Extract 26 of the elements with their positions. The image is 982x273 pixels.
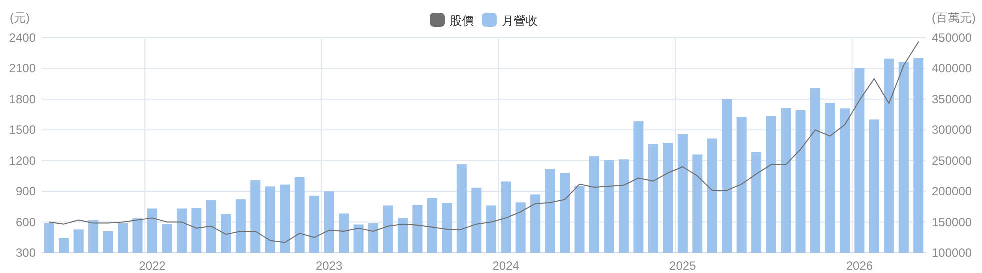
- y2-tick-label: 200000: [932, 184, 972, 199]
- y-tick-label: 600: [16, 215, 36, 230]
- x-tick-label: 2025: [670, 259, 697, 273]
- y2-tick-label: 400000: [932, 62, 972, 76]
- x-tick-label: 2024: [492, 259, 520, 273]
- y2-tick-label: 100000: [932, 246, 972, 260]
- x-tick-label: 2026: [846, 259, 874, 273]
- y-tick-label: 2100: [9, 62, 36, 76]
- legend-label: 月營收: [502, 14, 538, 28]
- y-tick-label: 1800: [9, 92, 36, 106]
- y2-tick-label: 300000: [932, 123, 972, 138]
- y2-tick-label: 250000: [932, 154, 972, 168]
- y-axis-title: (元): [10, 11, 30, 25]
- y-tick-label: 1500: [9, 123, 36, 138]
- y-tick-label: 900: [16, 184, 36, 199]
- y2-tick-label: 150000: [932, 215, 972, 230]
- line-series: [48, 42, 920, 244]
- y-tick-label: 1200: [9, 154, 36, 168]
- y-tick-label: 2400: [9, 31, 36, 45]
- y2-tick-label: 350000: [932, 92, 972, 106]
- y-tick-label: 300: [16, 246, 36, 260]
- legend-label: 股價: [450, 14, 474, 28]
- y2-axis-title: (百萬元): [932, 11, 976, 25]
- x-tick-label: 2023: [316, 259, 343, 273]
- x-tick-label: 2022: [139, 259, 166, 273]
- y2-tick-label: 450000: [932, 31, 972, 45]
